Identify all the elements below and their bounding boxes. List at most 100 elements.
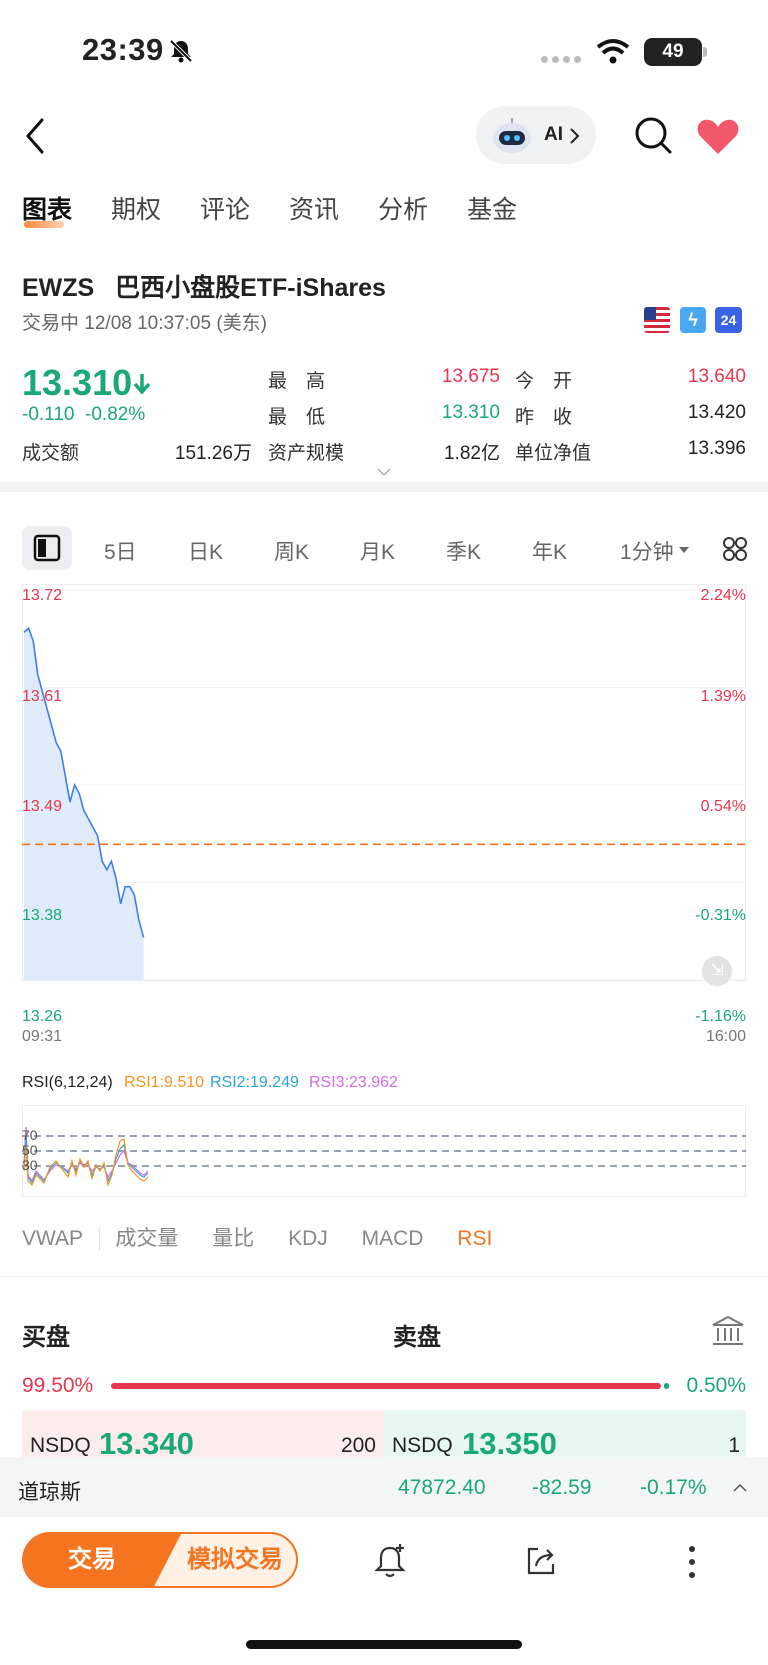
active-tab-indicator: [24, 221, 64, 228]
price-area-fill: [24, 628, 144, 980]
nav-value: 13.396: [687, 438, 746, 459]
ask-ratio-bar: [664, 1383, 669, 1389]
lightning-icon[interactable]: ϟ: [680, 307, 706, 333]
price-alert-bell-icon[interactable]: [373, 1542, 407, 1580]
chevron-right-icon: [570, 128, 580, 144]
rsi1-line: [23, 1138, 149, 1188]
indicator-macd[interactable]: MACD: [361, 1227, 424, 1250]
down-arrow-icon: [133, 374, 151, 395]
bid-title: 买盘: [22, 1324, 70, 1351]
caret-down-icon: [679, 547, 689, 553]
rsi-chart[interactable]: [22, 1105, 746, 1197]
period-monthly[interactable]: 月K: [360, 541, 396, 564]
chevron-up-icon[interactable]: [732, 1482, 748, 1494]
high-value: 13.675: [441, 366, 500, 387]
indicator-rsi[interactable]: RSI: [457, 1227, 493, 1250]
low-value: 13.310: [441, 402, 500, 423]
aum-value: 1.82亿: [444, 443, 500, 464]
grid-menu-icon[interactable]: [722, 536, 748, 562]
battery-icon: 49: [644, 38, 702, 66]
share-icon[interactable]: [524, 1544, 558, 1578]
index-value: 47872.40: [398, 1476, 486, 1499]
bell-muted-icon: [169, 39, 193, 63]
y-tick-left-4: 13.26: [22, 1008, 63, 1025]
aum-label: 资产规模: [268, 443, 345, 464]
tab-comments[interactable]: 评论: [200, 196, 251, 224]
change-value: -0.110: [22, 404, 75, 425]
index-ticker-bar[interactable]: [0, 1457, 768, 1517]
prev-close-value: 13.420: [687, 402, 746, 423]
expand-chevron-icon[interactable]: [376, 466, 392, 478]
rsi1-value: RSI1:9.510: [124, 1074, 205, 1091]
indicator-volume-ratio[interactable]: 量比: [212, 1227, 255, 1250]
home-indicator: [246, 1640, 522, 1649]
y-tick-left-1: 13.61: [22, 688, 63, 705]
period-quarterly[interactable]: 季K: [446, 541, 482, 564]
index-change-percent: -0.17%: [640, 1476, 707, 1499]
y-tick-left-3: 13.38: [22, 907, 63, 924]
security-title: EWZS 巴西小盘股ETF-iShares: [22, 268, 386, 304]
trade-button[interactable]: 交易: [22, 1532, 182, 1588]
intraday-layout-icon: [33, 534, 61, 562]
status-time: 23:39: [82, 32, 164, 67]
last-price: 13.310: [22, 362, 133, 403]
rsi-level-70: 70: [22, 1127, 38, 1143]
turnover-value: 151.26万: [174, 443, 252, 464]
nav-label: 单位净值: [515, 443, 592, 464]
tab-options[interactable]: 期权: [111, 196, 162, 224]
crosshair-toggle-icon[interactable]: ⇲: [702, 956, 732, 986]
y-tick-right-3: -0.31%: [695, 907, 746, 924]
period-5d[interactable]: 5日: [104, 541, 137, 564]
index-name: 道琼斯: [18, 1481, 81, 1504]
section-divider: [0, 482, 768, 492]
intraday-price-chart[interactable]: [22, 584, 746, 1026]
search-icon[interactable]: [634, 116, 674, 156]
rsi3-line: [23, 1126, 149, 1183]
tab-news[interactable]: 资讯: [289, 196, 340, 224]
y-tick-right-2: 0.54%: [700, 798, 746, 815]
tab-chart[interactable]: 图表: [22, 196, 73, 224]
rsi-level-50: 50: [22, 1142, 38, 1158]
indicator-divider-line: [0, 1276, 768, 1277]
y-tick-right-4: -1.16%: [695, 1008, 746, 1025]
rsi-level-labels: 70 50 30: [22, 1128, 38, 1173]
period-yearly[interactable]: 年K: [532, 541, 568, 564]
period-minute-dropdown[interactable]: 1分钟: [620, 541, 674, 564]
battery-tip: [703, 47, 707, 57]
open-label: 今 开: [515, 371, 573, 392]
favorite-heart-icon[interactable]: [696, 118, 740, 156]
indicator-volume[interactable]: 成交量: [115, 1227, 179, 1250]
back-icon[interactable]: [22, 116, 48, 156]
robot-icon: [493, 118, 531, 153]
signal-icon: [541, 56, 581, 63]
turnover-label: 成交额: [22, 443, 80, 464]
bid-size: 200: [340, 1434, 376, 1457]
indicator-kdj[interactable]: KDJ: [288, 1227, 328, 1250]
tab-analysis[interactable]: 分析: [378, 196, 429, 224]
indicator-tabs: VWAP 成交量 量比 KDJ MACD RSI: [22, 1222, 492, 1252]
tab-fund[interactable]: 基金: [467, 196, 518, 224]
period-daily[interactable]: 日K: [188, 541, 224, 564]
high-label: 最 高: [268, 371, 326, 392]
bid-exchange: NSDQ: [30, 1434, 91, 1457]
period-selector: 5日 日K 周K 月K 季K 年K 1分钟: [22, 526, 747, 570]
rsi2-line: [23, 1134, 149, 1185]
24h-badge[interactable]: 24: [715, 307, 742, 333]
prev-close-label: 昨 收: [515, 407, 573, 428]
bid-ratio-bar: [111, 1383, 661, 1389]
trading-status: 交易中 12/08 10:37:05 (美东): [22, 313, 267, 334]
indicator-vwap[interactable]: VWAP: [22, 1227, 83, 1250]
exchange-bank-icon[interactable]: [710, 1314, 746, 1348]
y-tick-right-1: 1.39%: [700, 688, 746, 705]
period-weekly[interactable]: 周K: [274, 541, 310, 564]
symbol: EWZS: [22, 274, 95, 302]
more-options-icon[interactable]: [686, 1544, 698, 1580]
bid-price: 13.340: [99, 1426, 194, 1461]
y-tick-left-2: 13.49: [22, 798, 63, 815]
price-change: -0.110 -0.82%: [22, 404, 145, 426]
low-label: 最 低: [268, 407, 326, 428]
period-intraday-button[interactable]: [22, 526, 72, 570]
y-tick-right-0: 2.24%: [700, 587, 746, 604]
us-flag-icon: [644, 307, 670, 333]
rsi3-value: RSI3:23.962: [309, 1074, 398, 1091]
